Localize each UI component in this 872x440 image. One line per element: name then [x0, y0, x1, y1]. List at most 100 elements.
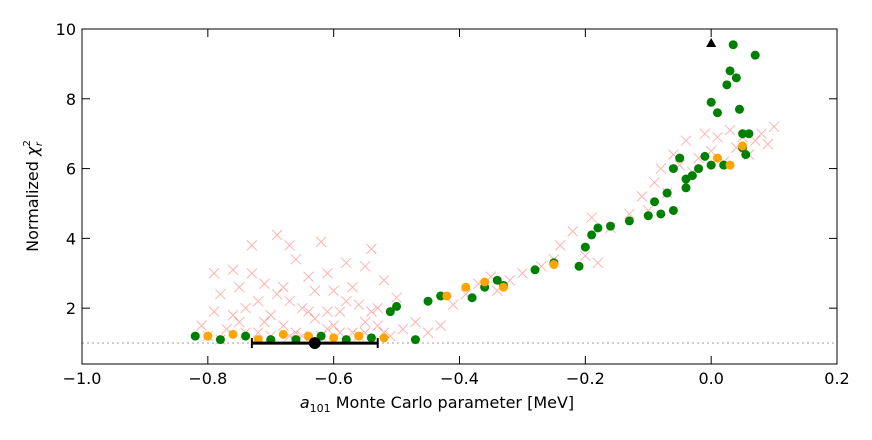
dot-point — [304, 331, 313, 341]
triangle-point — [706, 37, 717, 47]
dot-point — [606, 221, 615, 231]
dot-point — [385, 307, 395, 317]
cross-point — [334, 306, 346, 318]
cross-point — [233, 281, 245, 293]
cross-point — [579, 250, 591, 262]
x-label-text: Monte Carlo parameter [MeV] — [331, 393, 575, 412]
cross-point — [447, 299, 459, 311]
dot-point — [190, 331, 200, 341]
y-axis-label: Normalized χ2r — [22, 140, 45, 252]
cross-point — [378, 274, 390, 286]
dot-point — [379, 333, 389, 343]
y-tick-label: 4 — [66, 229, 76, 248]
cross-point — [353, 299, 365, 311]
cross-point — [227, 264, 239, 276]
dot-point — [738, 129, 748, 139]
cross-point — [680, 135, 692, 147]
cross-point — [215, 288, 226, 300]
x-label-symbol: a — [300, 393, 310, 412]
y-label-sub: r — [34, 141, 45, 146]
cross-point — [328, 285, 340, 297]
y-label-sup: 2 — [22, 140, 33, 146]
cross-point — [762, 138, 774, 150]
cross-point — [227, 309, 239, 321]
cross-point — [359, 316, 371, 328]
cross-point — [636, 191, 648, 202]
dot-point — [278, 329, 288, 339]
cross-point — [259, 316, 270, 328]
cross-point — [246, 240, 258, 251]
cross-point — [284, 240, 295, 251]
dot-point — [650, 197, 660, 207]
cross-point — [208, 267, 220, 279]
dot-point — [656, 209, 666, 219]
cross-point — [252, 327, 264, 338]
y-tick-label: 8 — [66, 90, 76, 109]
dot-point — [722, 80, 732, 90]
cross-point — [567, 226, 579, 237]
dot-point — [750, 50, 760, 60]
x-label-sub: 101 — [310, 402, 331, 415]
dot-point — [731, 73, 741, 83]
cross-point — [699, 128, 711, 140]
dot-point — [725, 66, 735, 76]
dot-point — [662, 188, 672, 198]
dot-point — [354, 331, 364, 341]
cross-point — [309, 313, 321, 324]
dot-point — [392, 301, 402, 311]
cross-point — [271, 288, 283, 300]
cross-point — [372, 302, 384, 314]
x-tick-label: 0.0 — [698, 369, 723, 388]
cross-point — [756, 128, 767, 140]
dot-point — [668, 164, 678, 174]
y-tick-label: 2 — [66, 299, 76, 318]
cross-point — [749, 135, 761, 147]
dot-point — [593, 223, 603, 233]
dot-point — [681, 183, 691, 193]
cross-point — [340, 257, 352, 269]
dot-point — [480, 277, 490, 287]
dot-point — [744, 129, 754, 139]
x-tick-label: −0.8 — [188, 369, 227, 388]
dot-point — [738, 141, 748, 151]
dot-point — [423, 296, 433, 306]
cross-point — [422, 327, 434, 338]
dot-point — [492, 275, 502, 285]
dot-point — [624, 216, 634, 226]
cross-point — [724, 124, 736, 136]
dot-point — [436, 291, 446, 301]
dot-point — [694, 164, 704, 174]
dot-point — [308, 337, 321, 350]
cross-point — [296, 302, 308, 314]
cross-point — [196, 320, 207, 331]
cross-point — [517, 267, 528, 279]
dot-point — [228, 329, 238, 339]
cross-point — [410, 316, 421, 328]
cross-point — [435, 320, 446, 331]
cross-point — [277, 320, 289, 331]
cross-point — [397, 323, 409, 335]
cross-point — [303, 306, 314, 318]
cross-point — [290, 253, 302, 265]
dot-point — [410, 335, 420, 345]
x-tick-label: −0.6 — [314, 369, 353, 388]
dot-point — [215, 335, 225, 345]
cross-point — [624, 208, 635, 220]
x-axis-label: a101 Monte Carlo parameter [MeV] — [300, 393, 574, 415]
y-tick-label: 6 — [66, 160, 76, 179]
x-tick-label: 0.2 — [824, 369, 849, 388]
cross-point — [366, 306, 377, 318]
dot-point — [366, 333, 376, 343]
dot-point — [741, 150, 751, 160]
cross-point — [277, 281, 289, 293]
dot-point — [728, 40, 738, 50]
cross-point — [240, 302, 251, 314]
cross-point — [768, 121, 780, 133]
dot-point — [467, 293, 477, 303]
cross-point — [655, 163, 667, 174]
cross-point — [259, 278, 270, 290]
dot-point — [329, 333, 339, 343]
cross-point — [303, 271, 314, 283]
dot-point — [668, 205, 678, 215]
